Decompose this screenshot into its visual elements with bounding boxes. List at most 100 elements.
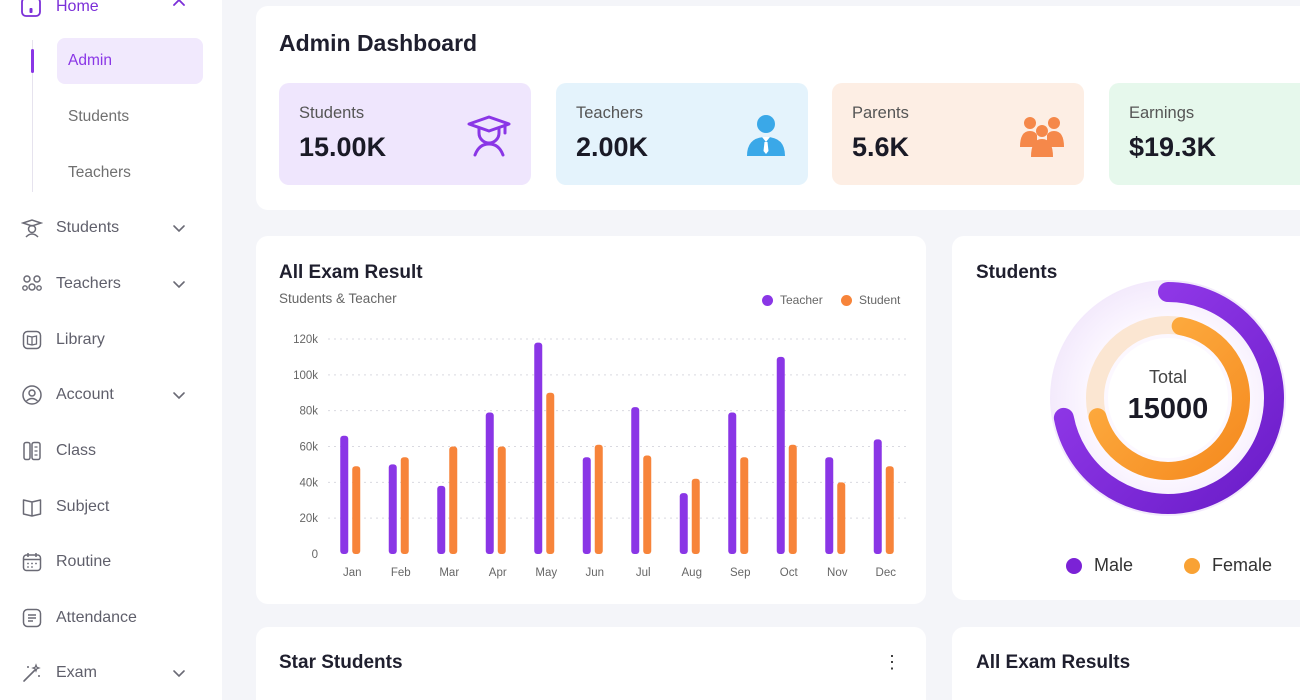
- bar-student: [546, 392, 555, 554]
- donut-slice-male: [1053, 282, 1284, 514]
- exam-bar-chart: 0 20k 40k 60k 80k 100k 120k Jan Feb Mar Apr May Jun J…: [293, 334, 910, 579]
- legend-label: Male: [1094, 555, 1134, 575]
- wand-icon: [20, 661, 44, 685]
- legend-dot: [841, 294, 852, 306]
- donut-center: [1108, 338, 1228, 458]
- y-tick-label: 40k: [299, 477, 318, 489]
- y-tick-label: 100k: [293, 370, 318, 382]
- sidebar-item-label: Students: [56, 219, 120, 236]
- sidebar-subitem-teachers[interactable]: Teachers: [57, 150, 203, 196]
- sidebar-subitem-label: Students: [68, 108, 130, 125]
- teacher-icon: [747, 115, 785, 156]
- sidebar-item-label: Home: [56, 0, 99, 15]
- bar-teacher: [534, 342, 543, 554]
- sidebar-item-home[interactable]: Home: [20, 0, 200, 20]
- x-tick-label: Apr: [489, 567, 507, 579]
- bar-student: [788, 444, 797, 554]
- x-tick-label: May: [535, 567, 557, 579]
- chevron-up-icon[interactable]: [172, 0, 186, 15]
- sidebar-item-label: Teachers: [56, 275, 121, 292]
- bar-teacher: [631, 407, 640, 554]
- sidebar-subitem-students[interactable]: Students: [57, 94, 203, 140]
- legend-teacher: Teacher: [762, 293, 823, 307]
- x-tick-label: Nov: [827, 567, 848, 579]
- y-tick-label: 20k: [299, 513, 318, 525]
- legend-student: Student: [841, 293, 900, 307]
- sidebar-item-exam[interactable]: Exam: [20, 658, 200, 688]
- chevron-down-icon[interactable]: [172, 277, 186, 296]
- x-tick-label: Sep: [730, 567, 750, 579]
- donut-slice-female: [1088, 317, 1250, 480]
- class-icon: [20, 439, 44, 463]
- legend-label: Student: [859, 293, 901, 307]
- bar-student: [837, 482, 846, 554]
- legend-label: Female: [1212, 555, 1273, 575]
- legend-dot: [1066, 557, 1082, 574]
- donut-total-label: Total: [1148, 367, 1188, 387]
- bar-student: [643, 455, 652, 554]
- sidebar-item-students[interactable]: Students: [20, 213, 200, 243]
- bar-teacher: [388, 464, 397, 554]
- exam-results-title: All Exam Results: [976, 652, 1131, 673]
- stat-value: 2.00K: [576, 132, 649, 162]
- subnav-line: [32, 40, 33, 192]
- chevron-down-icon[interactable]: [172, 388, 186, 407]
- stat-card-earnings[interactable]: Earnings $19.3K: [1109, 83, 1300, 185]
- user-circle-icon: [20, 383, 44, 407]
- graduate-icon: [20, 216, 44, 240]
- sidebar-item-attendance[interactable]: Attendance: [20, 603, 200, 633]
- y-tick-label: 60k: [299, 442, 318, 454]
- sidebar-item-subject[interactable]: Subject: [20, 492, 200, 522]
- stat-card-teachers[interactable]: Teachers 2.00K: [556, 83, 808, 185]
- donut-title: Students: [976, 262, 1058, 283]
- stat-value: 15.00K: [299, 132, 387, 162]
- bar-student: [497, 446, 506, 554]
- sidebar-item-teachers[interactable]: Teachers: [20, 269, 200, 299]
- sidebar-item-label: Attendance: [56, 609, 137, 626]
- chart-subtitle: Students & Teacher: [279, 291, 397, 306]
- sidebar-item-label: Class: [56, 442, 97, 459]
- x-tick-label: Jun: [585, 567, 604, 579]
- legend-male: Male: [1066, 555, 1133, 576]
- bar-teacher: [825, 457, 834, 554]
- bar-student: [352, 466, 361, 554]
- stat-value: $19.3K: [1129, 132, 1217, 162]
- more-options-icon[interactable]: ⋮: [883, 652, 901, 672]
- stat-value: 5.6K: [852, 132, 910, 162]
- sidebar-item-label: Library: [56, 331, 105, 348]
- sidebar-subitem-admin[interactable]: Admin: [57, 38, 203, 84]
- bar-teacher: [679, 493, 688, 554]
- exam-result-card: [256, 236, 926, 604]
- open-book-icon: [20, 495, 44, 519]
- x-tick-label: Jul: [636, 567, 651, 579]
- bar-teacher: [582, 457, 591, 554]
- sidebar-subitem-label: Admin: [68, 52, 112, 69]
- bar-student: [691, 478, 700, 554]
- bar-teacher: [437, 485, 446, 554]
- x-tick-label: Aug: [682, 567, 702, 579]
- x-tick-label: Jan: [343, 567, 362, 579]
- donut-total-value: 15000: [1127, 393, 1209, 425]
- star-students-title: Star Students: [279, 652, 403, 673]
- sidebar-item-label: Account: [56, 386, 114, 403]
- chevron-down-icon[interactable]: [172, 666, 186, 685]
- x-tick-label: Dec: [876, 567, 897, 579]
- sidebar-item-account[interactable]: Account: [20, 380, 200, 410]
- chart-title: All Exam Result: [279, 262, 423, 283]
- sidebar-item-library[interactable]: Library: [20, 325, 200, 355]
- stat-card-parents[interactable]: Parents 5.6K: [832, 83, 1084, 185]
- parents-icon: [1020, 117, 1064, 157]
- stat-card-students[interactable]: Students 15.00K: [279, 83, 531, 185]
- active-indicator: [31, 49, 34, 73]
- bar-teacher: [485, 412, 494, 554]
- sidebar-item-class[interactable]: Class: [20, 436, 200, 466]
- students-donut-chart: [1050, 280, 1286, 516]
- x-tick-label: Mar: [439, 567, 459, 579]
- chevron-down-icon[interactable]: [172, 221, 186, 240]
- stat-label: Teachers: [576, 104, 643, 122]
- page-title: Admin Dashboard: [279, 30, 478, 56]
- bar-student: [885, 466, 894, 554]
- sidebar-item-routine[interactable]: Routine: [20, 547, 200, 577]
- star-students-card: [256, 627, 926, 700]
- y-tick-label: 80k: [299, 406, 318, 418]
